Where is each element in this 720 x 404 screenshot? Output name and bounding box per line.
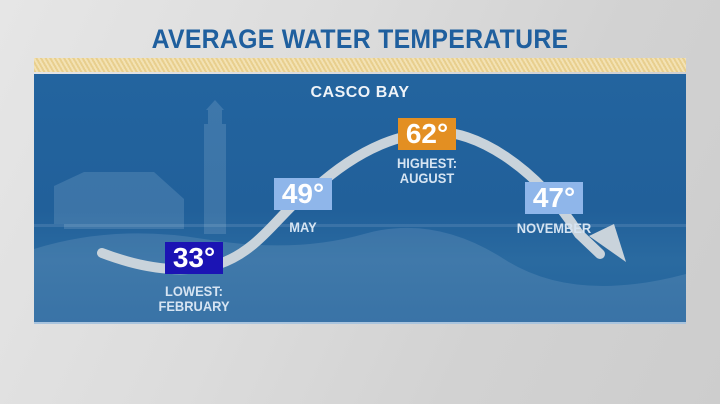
temp-value: 47°: [532, 182, 576, 213]
label-february: LOWEST: FEBRUARY: [158, 283, 230, 314]
temp-badge-february: 33°: [165, 242, 223, 274]
label-august: HIGHEST: AUGUST: [396, 155, 458, 186]
temp-badge-august: 62°: [398, 118, 456, 150]
temp-badge-november: 47°: [525, 182, 583, 214]
location-subtitle: CASCO BAY: [310, 84, 410, 101]
temp-value: 62°: [405, 118, 449, 149]
temp-badge-may: 49°: [274, 178, 332, 210]
temp-value: 49°: [281, 178, 325, 209]
arrow-head-icon: [589, 224, 626, 262]
label-may: MAY: [289, 219, 317, 235]
chart-title: AVERAGE WATER TEMPERATURE: [151, 24, 569, 54]
label-november: NOVEMBER: [516, 220, 592, 236]
chart-panel: CASCO BAY 33° LOWEST: FEBRUARY 49° MAY 6…: [34, 74, 686, 324]
temp-value: 33°: [172, 242, 216, 273]
lighthouse-background-image: [34, 100, 686, 322]
gold-stripe-divider: [34, 58, 686, 72]
